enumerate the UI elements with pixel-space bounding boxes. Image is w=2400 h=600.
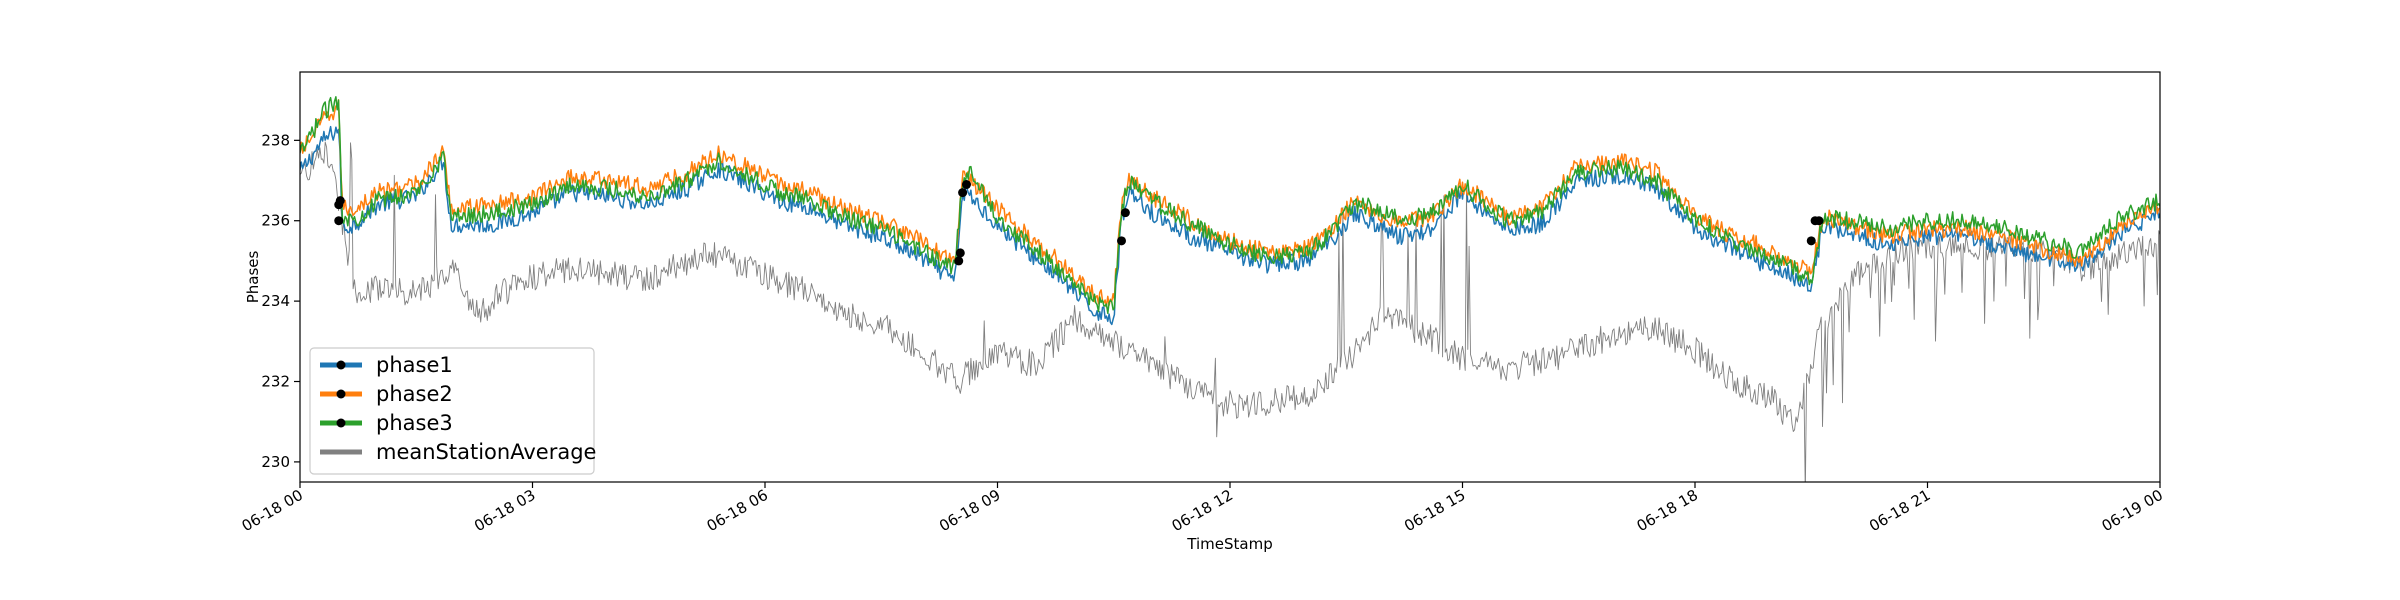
x-axis-label: TimeStamp — [1186, 535, 1272, 553]
y-tick-label: 236 — [261, 212, 290, 230]
marker-phase2 — [954, 256, 964, 266]
x-tick-label: 06-18 06 — [704, 486, 771, 535]
x-tick-label: 06-19 00 — [2099, 486, 2166, 535]
x-axis: 06-18 00 06-18 03 06-18 06 06-18 09 06-18 12… — [239, 482, 2166, 535]
legend-label-meanStationAverage: meanStationAverage — [376, 440, 596, 464]
marker-phase3 — [335, 196, 345, 206]
marker-phase1 — [334, 216, 344, 226]
legend-label-phase3: phase3 — [376, 411, 453, 435]
legend-label-phase1: phase1 — [376, 353, 453, 377]
legend-label-phase2: phase2 — [376, 382, 453, 406]
marker-layer — [334, 180, 1824, 266]
y-tick-label: 238 — [261, 131, 290, 149]
x-tick-label: 06-18 09 — [936, 486, 1003, 535]
marker-phase2 — [1120, 208, 1130, 218]
x-tick-label: 06-18 00 — [239, 486, 306, 535]
x-tick-label: 06-18 15 — [1401, 486, 1468, 535]
x-tick-label: 06-18 03 — [471, 486, 538, 535]
legend-marker-phase3 — [336, 418, 346, 428]
marker-phase1 — [1117, 236, 1126, 246]
y-tick-label: 232 — [261, 373, 290, 391]
series-line-phase3 — [300, 96, 2160, 315]
legend-marker-phase1 — [336, 360, 346, 370]
plot-area — [299, 71, 2161, 483]
legend: phase1 phase2 phase3 meanStationAverage — [309, 347, 596, 475]
y-axis: 230 232 234 236 238 — [261, 131, 300, 471]
marker-phase3 — [955, 248, 965, 258]
marker-phase3 — [1814, 216, 1824, 226]
legend-box — [309, 347, 595, 475]
x-tick-label: 06-18 12 — [1169, 486, 1236, 535]
y-tick-label: 234 — [261, 292, 290, 310]
y-tick-label: 230 — [261, 453, 290, 471]
marker-phase1 — [1806, 236, 1816, 246]
marker-phase3 — [962, 180, 971, 190]
y-axis-label: Phases — [244, 251, 262, 304]
marker-phase1 — [958, 188, 968, 198]
x-tick-label: 06-18 21 — [1866, 486, 1933, 535]
series-line-meanStationAverage — [300, 141, 2160, 482]
x-tick-label: 06-18 18 — [1634, 486, 1701, 535]
series-layer — [300, 96, 2160, 482]
legend-marker-phase2 — [336, 389, 346, 399]
